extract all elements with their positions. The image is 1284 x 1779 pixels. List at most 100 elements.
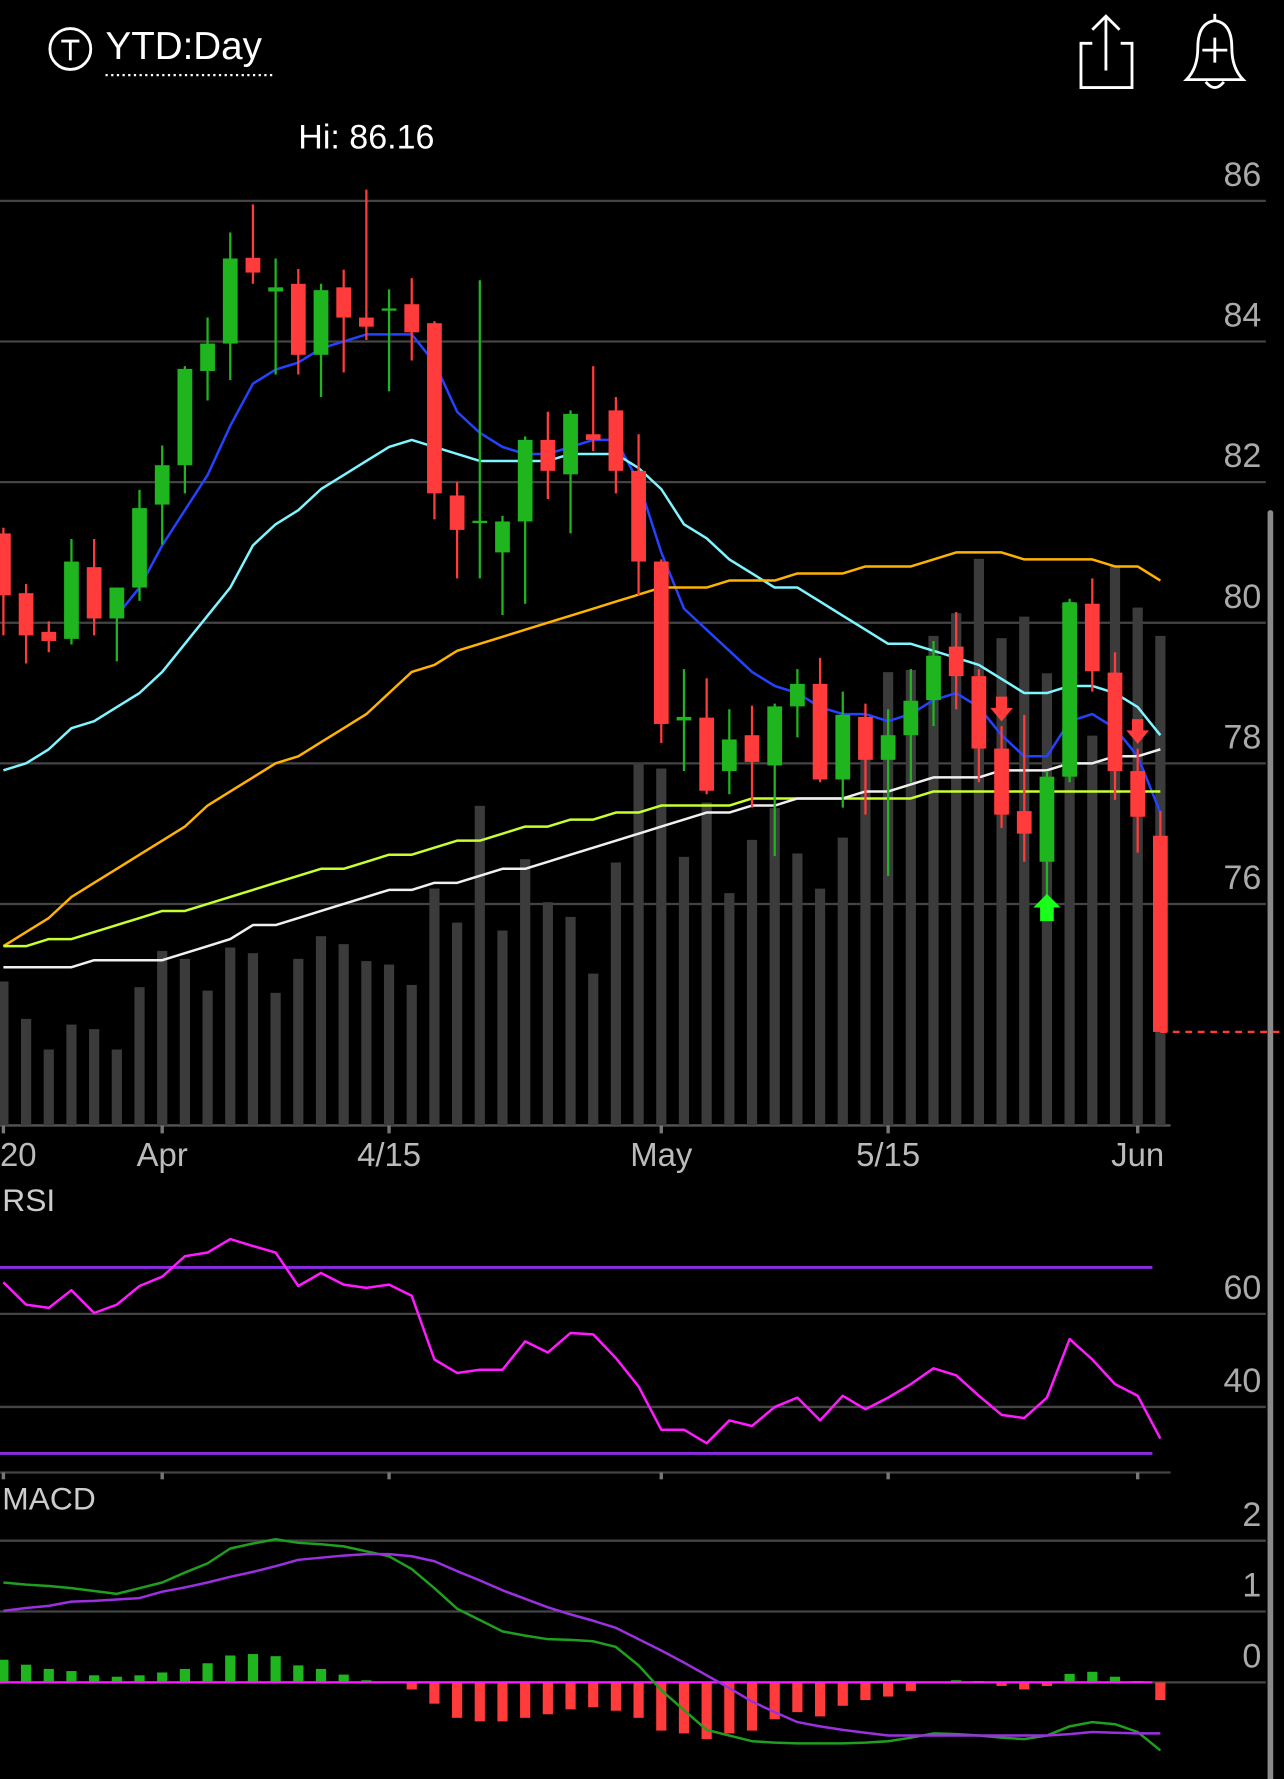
macd-histogram-bar [678, 1682, 690, 1734]
volume-bar [1019, 616, 1030, 1126]
candle-body [268, 287, 284, 292]
volume-bar [656, 768, 667, 1126]
volume-bar [1132, 607, 1143, 1126]
volume-bar [928, 635, 939, 1126]
macd-histogram-bar [1041, 1682, 1053, 1686]
candle-body [0, 533, 11, 596]
macd-histogram-bar [1087, 1671, 1098, 1683]
y-tick-label: 80 [1223, 578, 1261, 616]
candle-body [132, 508, 147, 588]
candle-body [994, 748, 1009, 815]
candle-body [790, 683, 805, 707]
candle-body [41, 631, 57, 641]
candle-body [86, 567, 102, 619]
volume-bar [202, 990, 213, 1126]
share-icon-arrow [1091, 14, 1121, 71]
volume-bar [610, 862, 622, 1126]
candle-body [1062, 602, 1077, 777]
candle-body [585, 434, 601, 440]
macd-histogram-bar [134, 1675, 145, 1683]
high-label: Hi: 86.16 [298, 119, 434, 157]
volume-bar [905, 669, 916, 1126]
candle-body [358, 317, 374, 327]
macd-histogram-bar [588, 1682, 599, 1708]
buy-signal [1033, 893, 1061, 922]
volume-bar [452, 922, 463, 1126]
bell-icon [1183, 19, 1247, 82]
macd-histogram-bar [656, 1682, 667, 1731]
macd-histogram-bar [746, 1682, 758, 1731]
macd-histogram-bar [497, 1682, 508, 1722]
x-tick-label: Jun [1111, 1136, 1164, 1173]
candle-body [109, 587, 125, 619]
candle-body [200, 343, 215, 371]
volume-bar [361, 961, 372, 1126]
volume-bar [860, 743, 871, 1126]
candle-body [245, 257, 261, 273]
volume-bar [520, 859, 531, 1126]
candle-body [608, 410, 624, 471]
y-tick-label: 60 [1223, 1269, 1261, 1307]
macd-histogram-bar [247, 1654, 259, 1683]
candle-body [699, 717, 715, 791]
volume-bar [157, 950, 168, 1126]
y-tick-label: 2 [1242, 1496, 1261, 1534]
candle-body [64, 561, 79, 639]
candle-body [721, 739, 737, 772]
y-tick-label: 0 [1242, 1638, 1261, 1676]
candle-body [1152, 835, 1168, 1032]
panel-title: MACD [2, 1480, 95, 1516]
y-tick-label: 1 [1242, 1567, 1261, 1605]
volume-bar [66, 1024, 77, 1126]
candle-body [631, 470, 646, 562]
macd-histogram-bar [225, 1655, 236, 1683]
x-tick-label: 20 [0, 1136, 37, 1173]
candle-body [926, 655, 941, 701]
y-tick-label: 78 [1223, 718, 1261, 756]
candle-body [880, 735, 896, 760]
candle-body [1130, 771, 1146, 817]
candle-body [517, 439, 533, 522]
moving-average [3, 438, 1162, 772]
range-icon-glyph [61, 39, 80, 61]
volume-bar [383, 964, 395, 1126]
y-tick-label: 76 [1223, 859, 1261, 897]
volume-bar [565, 916, 576, 1126]
x-tick-label: Apr [137, 1136, 188, 1173]
macd-histogram-bar [520, 1682, 531, 1718]
range-selector[interactable]: YTD:Day [48, 25, 275, 77]
y-tick-label: 40 [1223, 1362, 1261, 1400]
volume-bar [338, 944, 349, 1126]
volume-bar [247, 953, 259, 1126]
volume-bar [1064, 601, 1075, 1126]
range-icon [48, 27, 93, 71]
candle-body [336, 287, 352, 318]
candle-body [177, 368, 193, 466]
candle-body [449, 495, 465, 530]
alert-button[interactable] [1183, 13, 1247, 89]
macd-histogram-bar [429, 1682, 440, 1704]
volume-bar [883, 672, 894, 1126]
candle-body [1107, 672, 1123, 772]
share-button[interactable] [1079, 14, 1134, 89]
volume-bar [814, 888, 826, 1126]
macd-histogram-bar [792, 1682, 803, 1713]
candle-body [835, 714, 851, 780]
macd-histogram-bar [202, 1663, 213, 1683]
candle-body [290, 283, 306, 355]
volume-bar [769, 808, 780, 1126]
sell-signal [990, 696, 1013, 722]
volume-bar [701, 802, 712, 1126]
macd-histogram-bar [452, 1682, 463, 1718]
macd-histogram-bar [701, 1682, 712, 1740]
volume-bar [225, 947, 236, 1126]
volume-bar [20, 1018, 32, 1126]
macd-histogram-bar [474, 1682, 485, 1722]
macd-histogram-bar [0, 1659, 9, 1683]
macd-histogram-bar [20, 1664, 32, 1683]
macd-histogram-bar [610, 1682, 622, 1711]
volume-bar [837, 837, 848, 1126]
candle-body [1084, 603, 1100, 672]
macd-histogram-bar [111, 1676, 122, 1683]
x-tick-label: 5/15 [856, 1136, 920, 1173]
